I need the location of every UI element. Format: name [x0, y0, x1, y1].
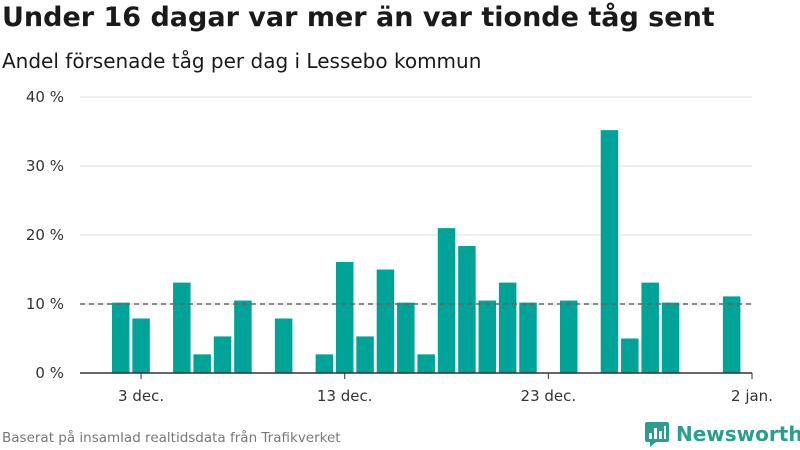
- y-tick-label: 30 %: [26, 157, 64, 175]
- bar: [417, 354, 435, 373]
- y-axis-ticks: 0 % 10 % 20 % 30 % 40 %: [26, 88, 64, 382]
- y-tick-label: 20 %: [26, 226, 64, 244]
- bar: [335, 261, 354, 373]
- bar: [356, 336, 374, 373]
- bar: [661, 302, 680, 373]
- bar: [498, 282, 517, 373]
- bar: [376, 269, 395, 373]
- bar: [559, 300, 578, 373]
- bar: [274, 318, 293, 373]
- bar: [722, 296, 741, 373]
- bar: [173, 282, 191, 373]
- bar: [458, 246, 476, 373]
- source-note: Baserat på insamlad realtidsdata från Tr…: [2, 430, 341, 446]
- bar: [111, 302, 130, 373]
- x-tick-label: 23 dec.: [521, 387, 577, 405]
- bar: [437, 228, 456, 373]
- x-tick-label: 3 dec.: [118, 387, 164, 405]
- bar: [193, 354, 211, 373]
- bars: [111, 130, 741, 373]
- grid-lines: [80, 96, 752, 305]
- bar: [234, 300, 252, 373]
- bar: [641, 282, 659, 373]
- newsworthy-logo: Newsworthy: [644, 420, 800, 448]
- bar: [600, 130, 619, 373]
- x-tick-label: 2 jan.: [731, 387, 773, 405]
- bar: [397, 302, 415, 373]
- y-tick-label: 0 %: [35, 364, 64, 382]
- y-tick-label: 10 %: [26, 295, 64, 313]
- bar-chart: 0 % 10 % 20 % 30 % 40 % 3 dec. 13 dec. 23 dec.…: [26, 88, 773, 405]
- bar: [621, 338, 639, 373]
- x-axis: 3 dec. 13 dec. 23 dec. 2 jan.: [80, 372, 773, 405]
- brand-name: Newsworthy: [676, 422, 800, 446]
- bar: [213, 336, 232, 373]
- chart-subtitle: Andel försenade tåg per dag i Lessebo ko…: [2, 49, 482, 73]
- y-tick-label: 40 %: [26, 88, 64, 106]
- bar: [478, 300, 497, 373]
- bar: [519, 302, 537, 373]
- newsworthy-logo-icon: [645, 422, 669, 447]
- bar: [132, 318, 150, 373]
- x-tick-label: 13 dec.: [317, 387, 373, 405]
- bar: [315, 354, 334, 373]
- chart-title: Under 16 dagar var mer än var tionde tåg…: [2, 2, 715, 33]
